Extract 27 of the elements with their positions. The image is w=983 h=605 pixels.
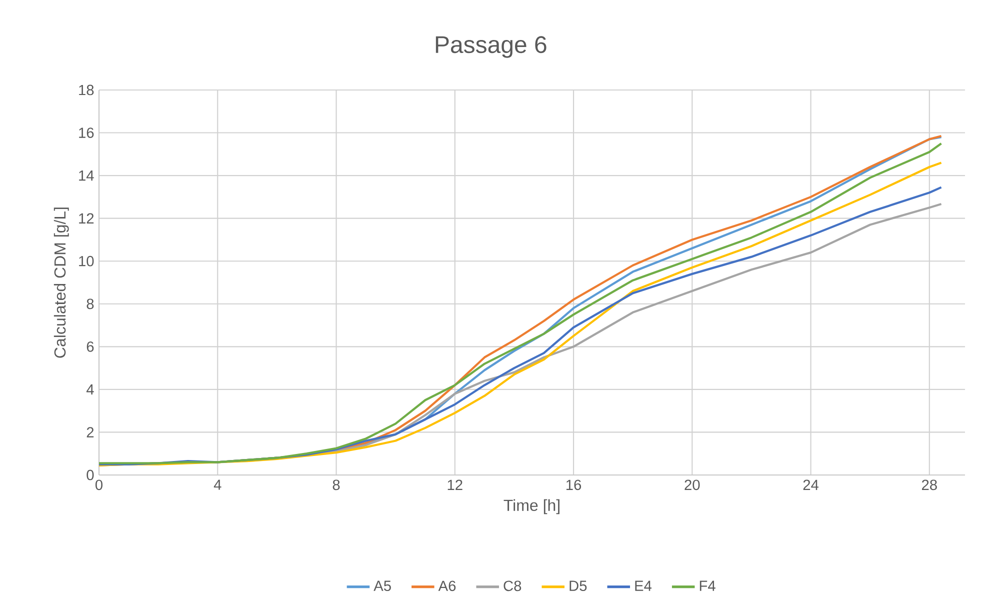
x-tick-label: 28 bbox=[922, 480, 937, 490]
y-tick-label: 12 bbox=[79, 213, 94, 224]
x-tick-label: 16 bbox=[566, 480, 582, 490]
y-tick-label: 2 bbox=[86, 427, 94, 438]
x-tick-label: 24 bbox=[803, 480, 818, 490]
y-tick-label: 16 bbox=[79, 128, 94, 138]
y-tick-label: 14 bbox=[79, 170, 94, 181]
y-tick-label: 4 bbox=[86, 384, 94, 394]
legend-label: F4 bbox=[700, 580, 716, 591]
chart-title: Passage 6 bbox=[436, 36, 546, 58]
x-tick-label: 4 bbox=[214, 480, 222, 490]
legend-label: A6 bbox=[438, 580, 456, 592]
y-tick-label: 10 bbox=[79, 256, 94, 266]
y-tick-label: 0 bbox=[86, 470, 94, 480]
x-tick-label: 20 bbox=[684, 480, 700, 490]
x-tick-label: 0 bbox=[95, 480, 102, 490]
legend-label: D5 bbox=[570, 580, 587, 591]
legend-label: C8 bbox=[504, 580, 522, 592]
y-tick-label: 18 bbox=[79, 84, 94, 96]
x-tick-label: 8 bbox=[332, 480, 340, 490]
legend-label: E4 bbox=[635, 580, 652, 591]
y-tick-label: 6 bbox=[86, 341, 94, 352]
y-tick-label: 8 bbox=[86, 298, 94, 310]
x-tick-label: 12 bbox=[448, 480, 462, 490]
x-axis-title: Time [h] bbox=[504, 499, 560, 514]
legend-label: A5 bbox=[374, 580, 391, 591]
y-axis-title: Calculated CDM [g/L] bbox=[54, 208, 69, 358]
